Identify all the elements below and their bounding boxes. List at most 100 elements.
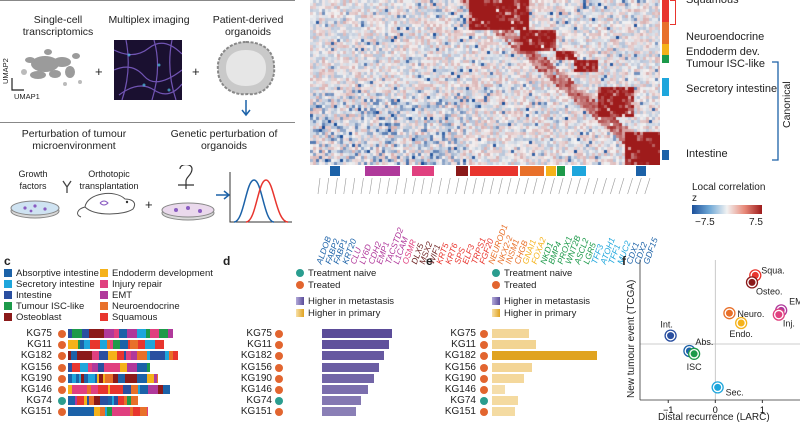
c-legend-swatch xyxy=(100,269,108,277)
f-point xyxy=(690,350,698,358)
f-point-label: Endo. xyxy=(729,329,753,339)
e-status-dot xyxy=(480,341,488,350)
gene-connector xyxy=(549,178,555,195)
c-segment xyxy=(134,373,137,383)
f-point xyxy=(725,309,733,317)
c-segment xyxy=(120,340,128,350)
plus-sign-3: + xyxy=(145,197,153,212)
d-legend-treated-text: Treated xyxy=(308,280,341,291)
gene-connector xyxy=(343,178,347,195)
c-segment xyxy=(84,396,87,406)
d-legend-met-text: Higher in metastasis xyxy=(308,296,395,307)
c-segment xyxy=(105,373,113,383)
c-segment xyxy=(147,362,150,372)
f-point-label: Squa. xyxy=(761,265,785,275)
c-legend-item: Injury repair xyxy=(100,279,162,291)
f-point xyxy=(748,278,756,286)
c-segment xyxy=(100,340,107,350)
c-legend-item: Neuroendocrine xyxy=(100,301,180,313)
c-legend-item: Tumour ISC-like xyxy=(4,301,84,313)
c-segment xyxy=(76,373,79,383)
c-segment xyxy=(68,385,72,394)
e-status-dot xyxy=(480,374,488,383)
module-strip-segment xyxy=(557,166,565,176)
c-segment xyxy=(100,407,105,417)
d-row-label: KG75 xyxy=(246,328,272,339)
c-segment xyxy=(91,385,98,394)
c-legend-text: Injury repair xyxy=(112,279,163,290)
c-segment xyxy=(81,407,89,417)
canonical-bracket xyxy=(772,61,779,161)
module-label: Endoderm dev. xyxy=(686,46,760,58)
c-segment xyxy=(110,340,113,350)
c-segment xyxy=(68,407,71,417)
c-segment xyxy=(79,373,81,383)
c-segment xyxy=(154,373,157,383)
c-segment xyxy=(100,396,108,406)
c-status-dot xyxy=(58,341,66,350)
c-legend-item: Osteoblast xyxy=(4,312,61,324)
c-segment xyxy=(112,396,114,406)
c-segment xyxy=(168,329,172,338)
f-point xyxy=(714,383,722,391)
e-bar xyxy=(492,407,516,417)
plus-sign-2: + xyxy=(192,64,200,79)
gene-connector xyxy=(524,178,529,195)
gene-connector xyxy=(515,178,521,195)
e-bar xyxy=(492,340,537,350)
gene-connector xyxy=(627,178,633,195)
c-segment xyxy=(104,329,114,338)
source-organoids: Patient-derived organoids xyxy=(212,14,284,38)
c-segment xyxy=(130,340,138,350)
umap-x-label: UMAP1 xyxy=(14,92,40,101)
c-segment xyxy=(130,407,133,417)
module-bar xyxy=(662,78,669,96)
c-segment xyxy=(114,396,118,406)
c-legend-text: Tumour ISC-like xyxy=(16,301,85,312)
c-segment xyxy=(123,385,131,394)
gene-connector xyxy=(635,178,642,195)
c-row-label: KG74 xyxy=(26,395,52,407)
c-segment xyxy=(159,340,164,350)
c-row-label: KG11 xyxy=(27,339,52,351)
e-row-label: KG156 xyxy=(444,361,476,373)
c-segment xyxy=(108,351,117,361)
c-legend-item: Endoderm development xyxy=(100,268,213,280)
c-legend-item: Intestine xyxy=(4,290,52,302)
c-legend-swatch xyxy=(100,313,108,321)
umap-y-label: UMAP2 xyxy=(1,58,10,84)
plus-sign: + xyxy=(95,64,103,79)
gene-connector xyxy=(481,178,486,195)
c-segment xyxy=(72,373,76,383)
gene-connector xyxy=(395,178,399,195)
c-segment xyxy=(157,351,165,361)
gene-connector xyxy=(506,178,512,195)
c-legend-text: Squamous xyxy=(112,312,158,323)
e-legend-naive-text: Treatment naive xyxy=(504,268,573,279)
c-segment xyxy=(148,385,150,394)
c-segment xyxy=(112,407,120,417)
e-legend-naive: Treatment naive xyxy=(492,268,572,280)
c-segment xyxy=(165,351,169,361)
module-bar xyxy=(662,0,669,25)
c-segment xyxy=(87,385,91,394)
c-segment xyxy=(127,396,131,406)
d-status-dot xyxy=(275,352,283,361)
c-segment xyxy=(120,385,123,394)
c-segment xyxy=(128,340,130,350)
c-segment xyxy=(133,407,140,417)
module-label: Secretory intestine xyxy=(686,83,778,95)
c-segment xyxy=(90,340,100,350)
c-status-dot xyxy=(58,352,66,361)
c-segment xyxy=(138,340,145,350)
d-bar xyxy=(322,340,389,350)
d-status-dot xyxy=(275,330,283,338)
e-bar xyxy=(492,373,524,383)
e-status-dot xyxy=(480,352,488,361)
module-strip-segment xyxy=(572,166,586,176)
c-segment xyxy=(131,396,138,406)
c-segment xyxy=(147,351,150,361)
gene-connector xyxy=(352,178,356,195)
c-segment xyxy=(114,329,119,338)
module-bar xyxy=(662,44,669,55)
